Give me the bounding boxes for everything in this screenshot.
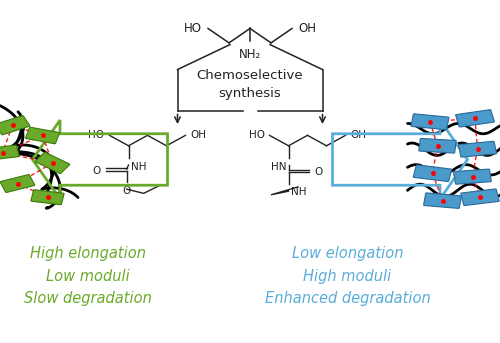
Text: Slow degradation: Slow degradation <box>24 291 152 306</box>
Text: O: O <box>122 186 130 196</box>
Text: Chemoselective
synthesis: Chemoselective synthesis <box>196 69 304 99</box>
Text: OH: OH <box>350 130 366 140</box>
Text: HN: HN <box>270 162 286 172</box>
Text: O: O <box>314 167 322 177</box>
Text: High moduli: High moduli <box>304 269 392 284</box>
FancyBboxPatch shape <box>456 110 494 127</box>
Text: NH: NH <box>291 187 306 197</box>
Text: Low moduli: Low moduli <box>46 269 130 284</box>
Text: OH: OH <box>298 22 316 35</box>
Text: High elongation: High elongation <box>30 246 146 261</box>
Text: HO: HO <box>184 22 202 35</box>
FancyBboxPatch shape <box>36 152 70 174</box>
FancyBboxPatch shape <box>419 139 456 153</box>
Text: Low elongation: Low elongation <box>292 246 403 261</box>
Text: Enhanced degradation: Enhanced degradation <box>264 291 430 306</box>
Text: OH: OH <box>190 130 206 140</box>
FancyBboxPatch shape <box>454 169 492 184</box>
FancyBboxPatch shape <box>411 114 449 130</box>
FancyBboxPatch shape <box>0 175 34 192</box>
FancyBboxPatch shape <box>26 127 60 144</box>
FancyBboxPatch shape <box>414 165 452 181</box>
Text: HO: HO <box>88 130 104 140</box>
Text: O: O <box>92 166 100 176</box>
FancyBboxPatch shape <box>458 141 496 157</box>
Text: NH: NH <box>131 162 146 172</box>
FancyBboxPatch shape <box>31 190 64 205</box>
FancyBboxPatch shape <box>0 116 30 135</box>
FancyBboxPatch shape <box>461 189 499 205</box>
Text: HO: HO <box>248 130 264 140</box>
Text: NH₂: NH₂ <box>239 48 261 61</box>
FancyBboxPatch shape <box>424 193 462 209</box>
FancyBboxPatch shape <box>0 145 19 160</box>
